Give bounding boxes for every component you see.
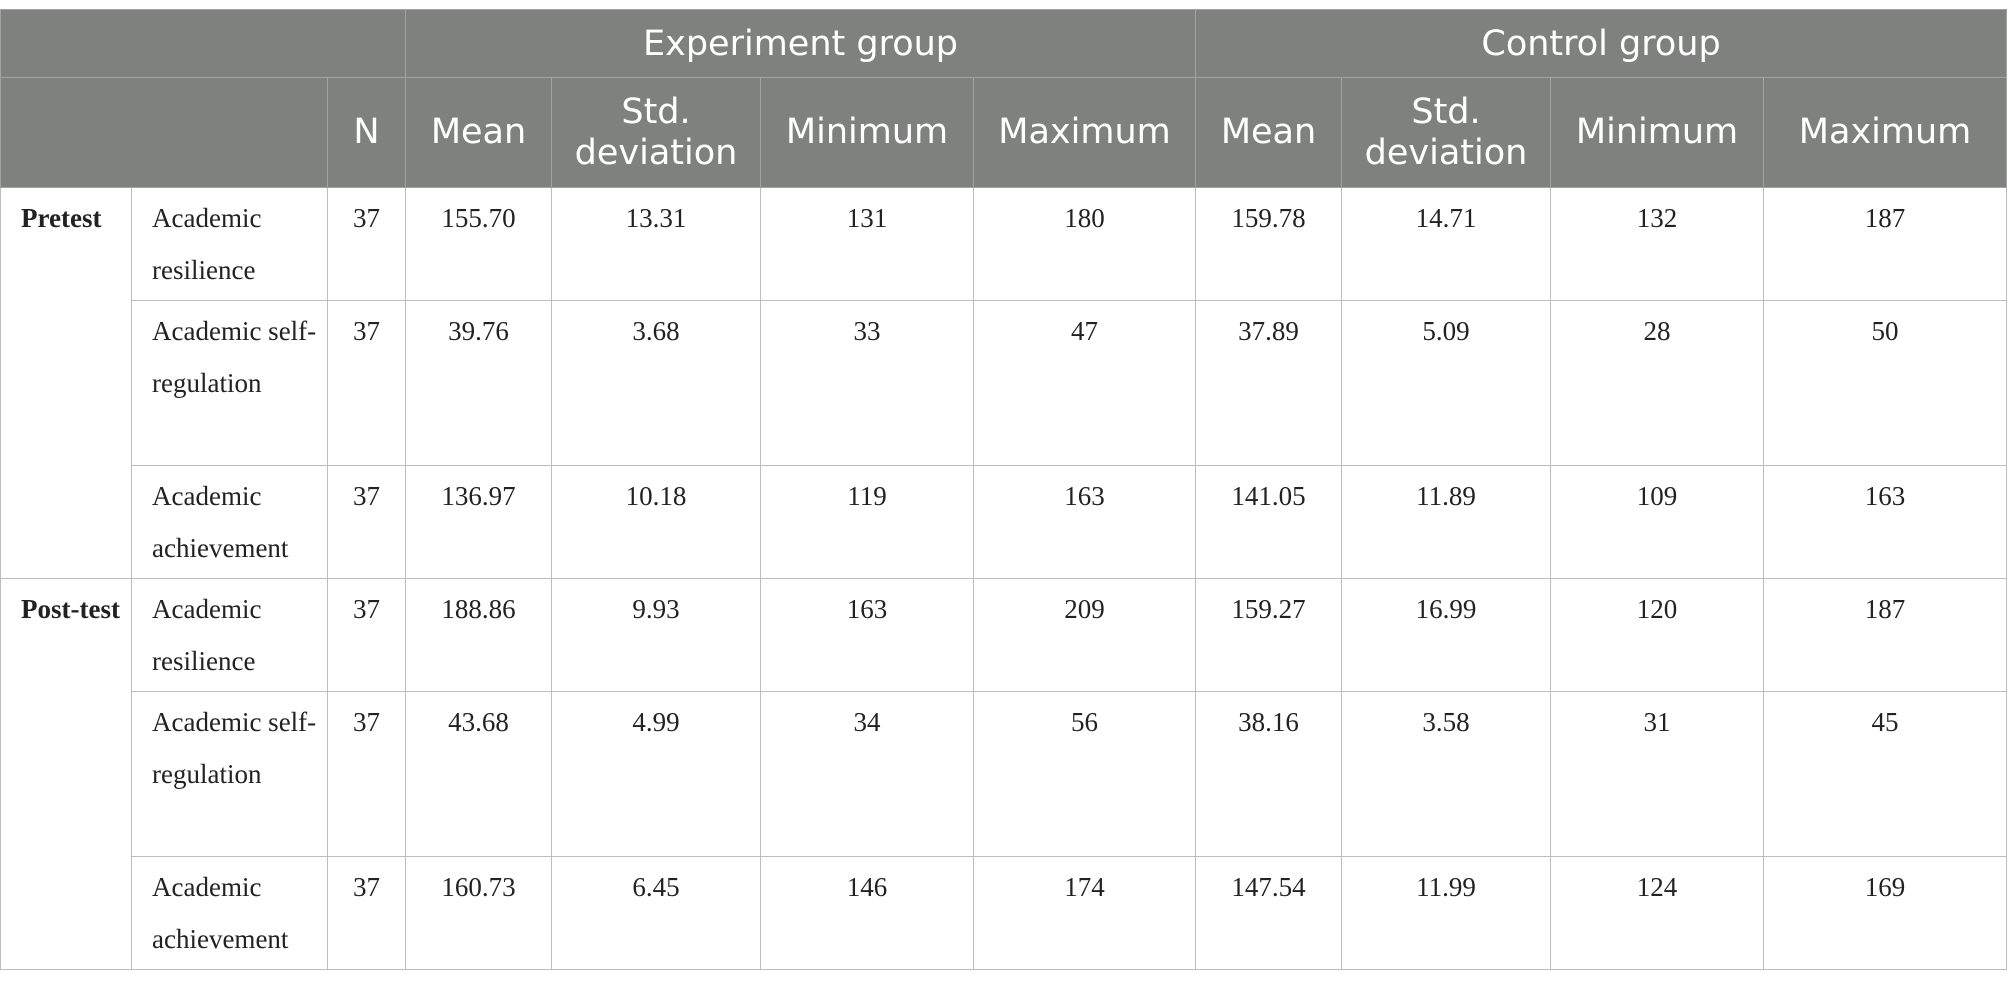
ctl-mean-cell: 38.16 — [1195, 691, 1343, 857]
n-cell: 37 — [326, 691, 407, 857]
measure-label: Academic self-regulation — [131, 691, 328, 857]
exp-mean-cell: 155.70 — [405, 187, 553, 301]
ctl-min-cell: 28 — [1550, 300, 1765, 466]
ctl-std-cell: 11.99 — [1341, 856, 1552, 970]
ctl-mean-cell: 159.27 — [1195, 578, 1343, 692]
exp-std-cell: 6.45 — [551, 856, 762, 970]
exp-mean-cell: 136.97 — [405, 465, 553, 579]
table-row: Academic self-regulation 37 39.76 3.68 3… — [1, 300, 2008, 466]
exp-mean-cell: 43.68 — [405, 691, 553, 857]
exp-std-header: Std. deviation — [551, 77, 762, 188]
ctl-mean-header: Mean — [1195, 77, 1343, 188]
ctl-mean-cell: 147.54 — [1195, 856, 1343, 970]
measure-label: Academic achievement — [131, 856, 328, 970]
exp-max-cell: 163 — [973, 465, 1197, 579]
ctl-mean-cell: 159.78 — [1195, 187, 1343, 301]
exp-min-cell: 146 — [760, 856, 975, 970]
ctl-std-cell: 5.09 — [1341, 300, 1552, 466]
ctl-std-cell: 16.99 — [1341, 578, 1552, 692]
phase-label-pretest: Pretest — [0, 187, 132, 579]
ctl-min-cell: 132 — [1550, 187, 1765, 301]
ctl-max-cell: 163 — [1763, 465, 2008, 579]
exp-mean-cell: 39.76 — [405, 300, 553, 466]
exp-std-cell: 3.68 — [551, 300, 762, 466]
measure-label: Academic resilience — [131, 187, 328, 301]
ctl-max-cell: 50 — [1763, 300, 2008, 466]
table-row: Academic self-regulation 37 43.68 4.99 3… — [1, 691, 2008, 857]
exp-std-cell: 4.99 — [551, 691, 762, 857]
n-cell: 37 — [326, 187, 407, 301]
ctl-mean-cell: 141.05 — [1195, 465, 1343, 579]
exp-mean-header: Mean — [405, 77, 553, 188]
n-cell: 37 — [326, 300, 407, 466]
ctl-max-cell: 45 — [1763, 691, 2008, 857]
table-row: Post-test Academic resilience 37 188.86 … — [0, 578, 2008, 970]
ctl-max-cell: 169 — [1763, 856, 2008, 970]
header-blank-cell — [0, 77, 328, 188]
header-blank-cell — [0, 9, 407, 78]
ctl-mean-cell: 37.89 — [1195, 300, 1343, 466]
exp-std-cell: 9.93 — [551, 578, 762, 692]
ctl-min-cell: 109 — [1550, 465, 1765, 579]
experiment-group-header: Experiment group — [405, 9, 1197, 78]
exp-max-cell: 174 — [973, 856, 1197, 970]
exp-min-cell: 33 — [760, 300, 975, 466]
descriptive-statistics-table: Experiment group Control group N Mean St… — [0, 9, 2008, 970]
column-header-row: N Mean Std. deviation Minimum Maximum Me… — [0, 77, 2008, 188]
ctl-min-cell: 120 — [1550, 578, 1765, 692]
col-n-header: N — [326, 77, 407, 188]
exp-std-cell: 13.31 — [551, 187, 762, 301]
ctl-max-cell: 187 — [1763, 187, 2008, 301]
exp-min-cell: 34 — [760, 691, 975, 857]
exp-min-cell: 131 — [760, 187, 975, 301]
table-row: Pretest Academic resilience 37 155.70 13… — [0, 187, 2008, 579]
exp-std-cell: 10.18 — [551, 465, 762, 579]
ctl-std-cell: 11.89 — [1341, 465, 1552, 579]
ctl-max-header: Maximum — [1763, 77, 2008, 188]
exp-max-cell: 56 — [973, 691, 1197, 857]
control-group-header: Control group — [1195, 9, 2008, 78]
ctl-std-header: Std. deviation — [1341, 77, 1552, 188]
n-cell: 37 — [326, 465, 407, 579]
group-header-row: Experiment group Control group — [0, 9, 2008, 78]
n-cell: 37 — [326, 856, 407, 970]
exp-max-cell: 47 — [973, 300, 1197, 466]
ctl-max-cell: 187 — [1763, 578, 2008, 692]
ctl-min-cell: 124 — [1550, 856, 1765, 970]
exp-max-header: Maximum — [973, 77, 1197, 188]
measure-label: Academic self-regulation — [131, 300, 328, 466]
measure-label: Academic achievement — [131, 465, 328, 579]
phase-label-posttest: Post-test — [0, 578, 132, 970]
ctl-std-cell: 14.71 — [1341, 187, 1552, 301]
table-row: Academic achievement 37 136.97 10.18 119… — [1, 465, 2008, 579]
exp-min-header: Minimum — [760, 77, 975, 188]
exp-mean-cell: 160.73 — [405, 856, 553, 970]
table-row: Academic achievement 37 160.73 6.45 146 … — [1, 856, 2008, 970]
exp-max-cell: 209 — [973, 578, 1197, 692]
ctl-min-cell: 31 — [1550, 691, 1765, 857]
measure-label: Academic resilience — [131, 578, 328, 692]
exp-min-cell: 119 — [760, 465, 975, 579]
n-cell: 37 — [326, 578, 407, 692]
ctl-std-cell: 3.58 — [1341, 691, 1552, 857]
exp-max-cell: 180 — [973, 187, 1197, 301]
ctl-min-header: Minimum — [1550, 77, 1765, 188]
exp-min-cell: 163 — [760, 578, 975, 692]
exp-mean-cell: 188.86 — [405, 578, 553, 692]
